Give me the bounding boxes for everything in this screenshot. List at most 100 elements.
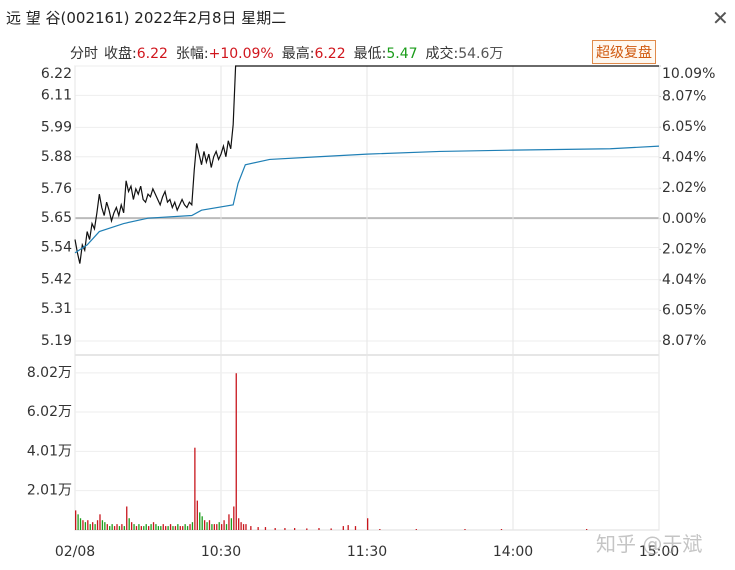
y-tick-label: 5.76 bbox=[41, 181, 72, 197]
volume-bar bbox=[152, 522, 155, 530]
volume-bar bbox=[160, 526, 162, 530]
volume-bar bbox=[143, 526, 145, 530]
y-tick-label: 5.54 bbox=[41, 240, 72, 256]
volume-bar bbox=[306, 528, 308, 530]
volume-bar bbox=[121, 524, 123, 530]
y-tick-label: 4.01万 bbox=[27, 443, 72, 459]
y-tick-label: 6.02万 bbox=[27, 404, 72, 420]
y2-tick-label: 4.04% bbox=[662, 272, 706, 288]
volume-bar bbox=[274, 528, 276, 530]
volume-bar bbox=[133, 524, 135, 530]
y2-tick-label: 6.05% bbox=[662, 302, 706, 318]
info-label: 张幅: bbox=[175, 46, 209, 62]
mode: 分时 bbox=[70, 46, 98, 62]
y2-tick-label: 8.07% bbox=[662, 89, 706, 105]
volume-bar bbox=[126, 506, 128, 530]
volume-bar bbox=[89, 524, 91, 530]
watermark: 知乎 @于斌 bbox=[596, 532, 703, 556]
volume-bar bbox=[130, 522, 133, 530]
volume-bar bbox=[228, 514, 230, 530]
volume-bar bbox=[135, 526, 138, 530]
y2-tick-label: 6.05% bbox=[662, 119, 706, 135]
volume-bar bbox=[586, 529, 588, 530]
y2-tick-label: 4.04% bbox=[662, 150, 706, 166]
info-item: 最低:5.47 bbox=[354, 43, 420, 63]
volume-bar bbox=[177, 524, 179, 530]
y-tick-label: 5.31 bbox=[41, 301, 72, 317]
volume-bar bbox=[233, 506, 235, 530]
y-tick-label: 6.11 bbox=[41, 87, 72, 103]
volume-bar bbox=[169, 524, 172, 530]
volume-bar bbox=[206, 522, 208, 530]
volume-bar bbox=[174, 526, 177, 530]
volume-bar bbox=[196, 500, 198, 530]
y-tick-label: 6.22 bbox=[41, 66, 72, 82]
volume-bar bbox=[189, 524, 191, 530]
volume-bar bbox=[184, 524, 186, 530]
volume-bar bbox=[203, 520, 206, 530]
volume-bar bbox=[128, 518, 130, 530]
price-line bbox=[74, 65, 659, 264]
volume-bar bbox=[145, 524, 147, 530]
volume-bar bbox=[79, 518, 82, 530]
volume-bar bbox=[140, 526, 142, 530]
volume-bar bbox=[379, 529, 381, 530]
volume-bar bbox=[208, 520, 211, 530]
x-tick-label: 14:00 bbox=[493, 544, 533, 560]
y-tick-label: 8.02万 bbox=[27, 365, 72, 381]
volume-bar bbox=[367, 518, 369, 530]
y-tick-label: 5.65 bbox=[41, 210, 72, 226]
volume-bar bbox=[162, 524, 164, 530]
volume-bar bbox=[92, 522, 94, 530]
info-value: 54.6万 bbox=[458, 46, 504, 62]
volume-bar bbox=[221, 524, 223, 530]
volume-bar bbox=[230, 518, 233, 530]
y-tick-label: 5.88 bbox=[41, 149, 72, 165]
volume-bar bbox=[155, 524, 157, 530]
super-replay-button[interactable]: 超级复盘 bbox=[592, 40, 656, 64]
info-item: 最高:6.22 bbox=[282, 43, 348, 63]
y-tick-label: 2.01万 bbox=[27, 483, 72, 499]
volume-bar bbox=[87, 520, 89, 530]
info-value: 6.22 bbox=[136, 46, 168, 62]
volume-bar bbox=[347, 525, 349, 530]
volume-bar bbox=[264, 527, 267, 530]
volume-bar bbox=[191, 522, 194, 530]
volume-bar bbox=[242, 524, 245, 530]
info-item: 张幅:+10.09% bbox=[176, 43, 276, 63]
volume-bar bbox=[179, 526, 181, 530]
x-tick-label: 02/08 bbox=[55, 544, 95, 560]
y2-tick-label: 2.02% bbox=[662, 180, 706, 196]
close-button[interactable]: ✕ bbox=[712, 6, 729, 30]
y-tick-label: 5.19 bbox=[41, 333, 72, 349]
volume-bar bbox=[94, 524, 96, 530]
info-item: 成交:54.6万 bbox=[426, 43, 506, 63]
volume-bar bbox=[250, 526, 252, 530]
y2-tick-label: 8.07% bbox=[662, 333, 706, 349]
volume-bar bbox=[216, 524, 218, 530]
volume-bar bbox=[116, 524, 118, 530]
volume-bar bbox=[500, 529, 503, 530]
volume-bar bbox=[104, 522, 106, 530]
volume-bar bbox=[111, 524, 113, 530]
volume-bar bbox=[294, 528, 296, 530]
volume-bar bbox=[186, 526, 189, 530]
info-value: +10.09% bbox=[208, 46, 274, 62]
title: 远 望 谷(002161) 2022年2月8日 星期二 bbox=[6, 9, 287, 27]
volume-bar bbox=[77, 514, 79, 530]
volume-bar bbox=[284, 528, 286, 530]
volume-bar bbox=[96, 520, 99, 530]
volume-bar bbox=[118, 526, 121, 530]
volume-bar bbox=[240, 522, 242, 530]
info-value: 6.22 bbox=[314, 46, 346, 62]
volume-bar bbox=[75, 510, 77, 530]
info-label: 最低: bbox=[353, 46, 387, 62]
volume-bar bbox=[182, 526, 184, 530]
volume-bar bbox=[199, 512, 201, 530]
info-item: 收盘:6.22 bbox=[104, 43, 170, 63]
volume-bar bbox=[167, 526, 169, 530]
info-bar: 分时 收盘:6.22 张幅:+10.09% 最高:6.22 最低:5.47 成交:54.… bbox=[70, 43, 505, 63]
volume-bar bbox=[138, 524, 140, 530]
